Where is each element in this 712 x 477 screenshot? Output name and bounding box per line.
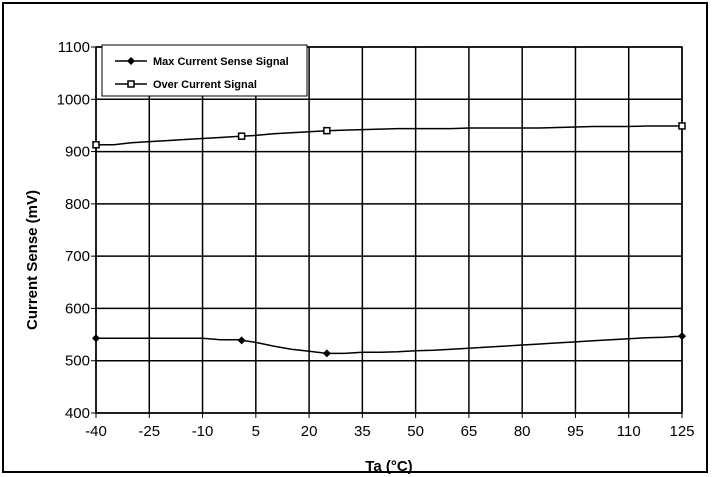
y-tick-label: 900	[65, 144, 90, 161]
tick-labels: 400 500 600 700 800 900 1000 1100 -40 -25 -10 5 20 35…	[57, 39, 695, 440]
x-tick-label: -40	[85, 423, 107, 440]
x-tick-label: 125	[669, 423, 694, 440]
legend-label-over-current: Over Current Signal	[153, 79, 257, 91]
legend: Max Current Sense Signal Over Current Si…	[101, 44, 308, 97]
x-tick-label: 20	[301, 423, 318, 440]
x-tick-label: 5	[252, 423, 260, 440]
x-tick-label: 95	[567, 423, 584, 440]
y-tick-label: 1000	[57, 91, 90, 108]
y-tick-label: 1100	[58, 39, 90, 56]
legend-box	[101, 44, 308, 97]
legend-square-marker-icon	[127, 80, 135, 88]
y-tick-label: 500	[65, 353, 90, 370]
data-point-square	[92, 141, 100, 149]
x-tick-label: -10	[192, 423, 214, 440]
data-point-square	[678, 122, 686, 130]
data-point-diamond	[678, 332, 686, 341]
grid	[91, 46, 683, 418]
data-point-square	[237, 132, 246, 140]
y-axis-title: Current Sense (mV)	[24, 190, 41, 330]
x-tick-label: -25	[138, 423, 160, 440]
x-tick-label: 80	[514, 423, 531, 440]
legend-diamond-marker-icon	[127, 57, 135, 65]
series-line	[96, 335, 683, 355]
series-layer	[92, 122, 686, 358]
plot-area-border	[95, 46, 683, 414]
x-axis-title: Ta (°C)	[365, 458, 412, 475]
data-point-square	[323, 126, 331, 135]
data-point-diamond	[322, 349, 331, 358]
series-max-current-sense	[92, 332, 686, 358]
legend-label-max-current: Max Current Sense Signal	[153, 56, 289, 68]
data-point-diamond	[237, 336, 246, 345]
y-tick-label: 700	[65, 248, 90, 265]
series-over-current	[92, 122, 686, 149]
x-tick-label: 35	[354, 423, 371, 440]
x-tick-label: 110	[617, 423, 641, 440]
data-point-diamond	[92, 334, 100, 343]
y-tick-label: 800	[65, 196, 90, 213]
y-tick-label: 400	[65, 405, 90, 422]
series-line	[96, 125, 682, 146]
x-tick-label: 50	[407, 423, 424, 440]
y-tick-label: 600	[65, 300, 90, 317]
x-tick-label: 65	[461, 423, 478, 440]
